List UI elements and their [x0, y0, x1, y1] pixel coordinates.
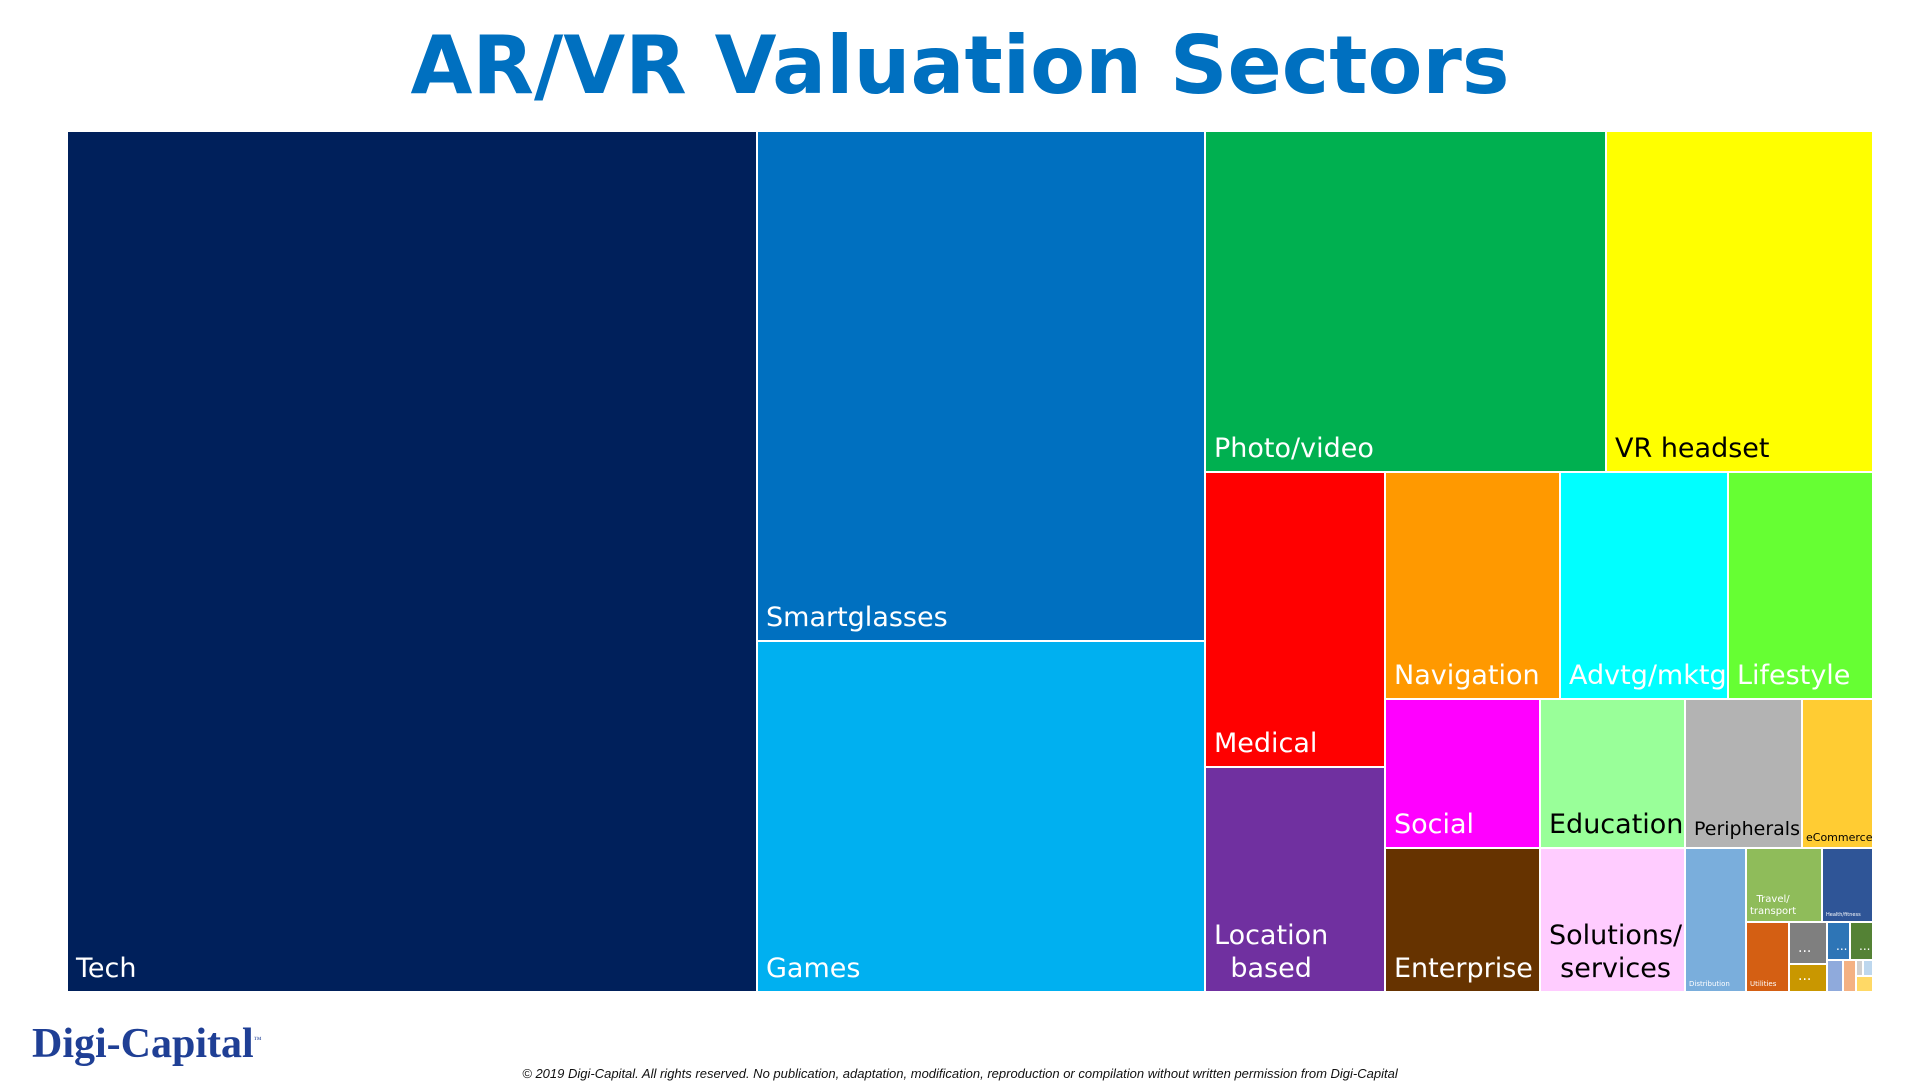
tile-medical: Medical [1205, 472, 1385, 767]
tile-label-other-2: ... [1836, 938, 1848, 953]
tile-games: Games [757, 641, 1205, 992]
tile-label-vr-headset: VR headset [1615, 432, 1770, 464]
tile-solutions-services: Solutions/ services [1540, 848, 1685, 992]
tile-peripherals: Peripherals [1685, 699, 1802, 848]
tile-utilities: Utilities [1746, 922, 1789, 992]
tile-travel-transport: Travel/ transport [1746, 848, 1822, 922]
tile-label-tech: Tech [76, 952, 137, 984]
tile-label-lifestyle: Lifestyle [1737, 659, 1851, 691]
tile-label-games: Games [766, 952, 861, 984]
tile-label-photo-video: Photo/video [1214, 432, 1374, 464]
tile-other-6 [1843, 960, 1856, 992]
tile-label-utilities: Utilities [1750, 979, 1777, 988]
tile-label-travel-transport: Travel/ transport [1750, 894, 1797, 917]
digi-capital-logo: Digi-Capital™ [32, 1020, 262, 1068]
chart-title: AR/VR Valuation Sectors [410, 19, 1510, 112]
tile-label-other-3: ... [1859, 938, 1871, 953]
tile-photo-video: Photo/video [1205, 131, 1606, 472]
tile-education: Education [1540, 699, 1685, 848]
tile-distribution: Distribution [1685, 848, 1746, 992]
tile-label-health-fitness: Health/fitness [1826, 912, 1861, 918]
tile-label-distribution: Distribution [1689, 979, 1730, 988]
tile-label-advtg-mktg: Advtg/mktg [1569, 659, 1727, 691]
tile-social: Social [1385, 699, 1540, 848]
tile-lifestyle: Lifestyle [1728, 472, 1873, 699]
tile-other-2: ... [1827, 922, 1850, 960]
tile-other-7 [1856, 976, 1873, 992]
tile-smartglasses: Smartglasses [757, 131, 1205, 641]
copyright-notice: © 2019 Digi-Capital. All rights reserved… [522, 1066, 1398, 1081]
tile-label-location-based: Location based [1214, 920, 1329, 984]
tile-label-enterprise: Enterprise [1394, 952, 1533, 984]
tile-label-social: Social [1394, 808, 1475, 840]
tile-enterprise: Enterprise [1385, 848, 1540, 992]
tile-label-medical: Medical [1214, 727, 1318, 759]
tile-other-5 [1827, 960, 1843, 992]
tile-vr-headset: VR headset [1606, 131, 1873, 472]
tile-health-fitness: Health/fitness [1822, 848, 1873, 922]
tile-label-ecommerce: eCommerce [1806, 830, 1873, 844]
logo-text: Digi-Capital [32, 1021, 254, 1067]
tile-ecommerce: eCommerce [1802, 699, 1873, 848]
tile-label-solutions-services: Solutions/ services [1549, 920, 1683, 984]
tile-label-education: Education [1549, 808, 1684, 840]
tile-location-based: Location based [1205, 767, 1385, 992]
tile-other-1: ... [1789, 922, 1827, 964]
tile-label-navigation: Navigation [1394, 659, 1540, 691]
tile-advtg-mktg: Advtg/mktg [1560, 472, 1728, 699]
tile-label-other-4: ... [1798, 968, 1812, 985]
tile-label-peripherals: Peripherals [1694, 818, 1800, 841]
tile-other-4: ... [1789, 964, 1827, 992]
tile-navigation: Navigation [1385, 472, 1560, 699]
tile-other-8 [1863, 960, 1873, 976]
logo-trademark: ™ [253, 1035, 262, 1044]
tile-other-3: ... [1850, 922, 1873, 960]
tile-label-smartglasses: Smartglasses [766, 601, 948, 633]
tile-other-9 [1856, 960, 1863, 976]
tile-tech: Tech [67, 131, 757, 992]
treemap: Tech Smartglasses Games Photo/video VR heads… [67, 131, 1873, 992]
tile-label-other-1: ... [1798, 940, 1812, 957]
